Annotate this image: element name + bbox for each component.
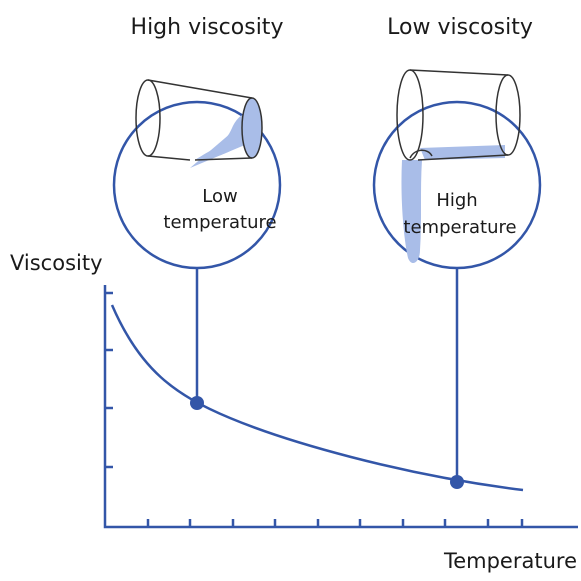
callout-label: temperature bbox=[403, 217, 516, 238]
axes bbox=[105, 285, 578, 527]
beaker-icon bbox=[136, 80, 262, 168]
callout-title: High viscosity bbox=[131, 15, 284, 40]
x-axis-label: Temperature bbox=[443, 549, 577, 573]
diagram: High viscosity Low viscosity Low tempera… bbox=[0, 0, 581, 581]
viscosity-curve bbox=[112, 305, 523, 490]
callout-title: Low viscosity bbox=[387, 15, 533, 40]
callout-label: High bbox=[436, 190, 477, 211]
callout-label: Low bbox=[202, 186, 237, 207]
y-axis-label: Viscosity bbox=[10, 251, 103, 275]
point bbox=[450, 475, 464, 489]
point bbox=[190, 396, 204, 410]
callout-circle bbox=[374, 102, 540, 268]
callout-label: temperature bbox=[163, 212, 276, 233]
